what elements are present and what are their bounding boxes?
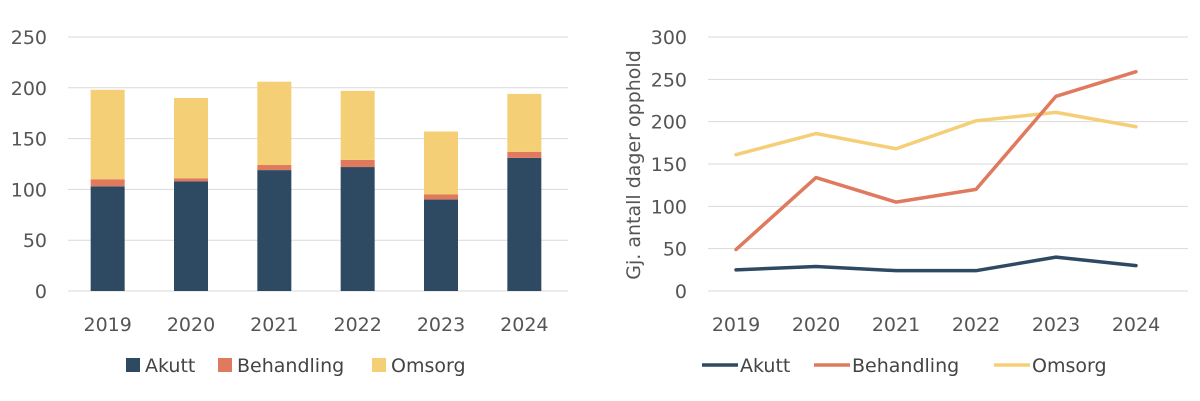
bar-segment-behandling xyxy=(340,159,375,168)
y-tick-label: 250 xyxy=(651,69,687,91)
y-tick-label: 50 xyxy=(23,230,47,252)
bar-segment-behandling xyxy=(257,165,292,171)
series-line-behandling xyxy=(734,69,1138,252)
x-tick-label: 2019 xyxy=(712,314,760,336)
legend-item-omsorg: Omsorg xyxy=(994,355,1107,377)
legend-swatch xyxy=(126,358,140,372)
x-tick-label: 2024 xyxy=(1112,314,1160,336)
y-tick-label: 200 xyxy=(651,112,687,134)
x-tick-label: 2021 xyxy=(872,314,920,336)
bar-segment-behandling xyxy=(507,151,542,158)
x-tick-label: 2020 xyxy=(167,314,215,336)
legend-label: Akutt xyxy=(740,355,790,377)
line-chart: Gj. antall dager opphold 0 50 100 150 200 250… xyxy=(623,27,1188,377)
y-tick-label: 0 xyxy=(35,281,47,303)
legend-item-behandling: Behandling xyxy=(218,355,344,377)
x-tick-label: 2023 xyxy=(1032,314,1080,336)
y-tick-label: 300 xyxy=(651,27,687,49)
legend-label: Akutt xyxy=(145,355,195,377)
legend-item-akutt: Akutt xyxy=(126,355,195,377)
bar-segment-behandling xyxy=(90,179,125,187)
bar-segment-behandling xyxy=(174,178,208,182)
bar-segment-akutt xyxy=(257,170,292,291)
legend-item-akutt: Akutt xyxy=(702,355,790,377)
y-tick-label: 150 xyxy=(651,154,687,176)
x-tick-label: 2024 xyxy=(500,314,548,336)
bar-segment-omsorg xyxy=(90,89,125,180)
bar-segment-akutt xyxy=(507,157,542,291)
bar-segment-omsorg xyxy=(257,81,292,166)
x-tick-label: 2021 xyxy=(250,314,298,336)
y-tick-label: 100 xyxy=(651,196,687,218)
y-tick-label: 150 xyxy=(11,129,47,151)
x-tick-label: 2020 xyxy=(792,314,840,336)
y-tick-label: 50 xyxy=(663,239,687,261)
x-tick-label: 2023 xyxy=(417,314,465,336)
y-axis-title: Gj. antall dager opphold xyxy=(623,50,645,280)
bar-segment-akutt xyxy=(174,181,208,291)
series-line-omsorg xyxy=(734,110,1138,157)
bar-segment-omsorg xyxy=(340,90,375,160)
x-tick-label: 2022 xyxy=(952,314,1000,336)
stacked-bar-chart: 0 50 100 150 200 250 2019 2020 2021 2022 2023 2024… xyxy=(11,27,568,377)
legend-swatch xyxy=(372,358,386,372)
x-tick-label: 2022 xyxy=(333,314,381,336)
y-tick-label: 100 xyxy=(11,179,47,201)
y-tick-label: 250 xyxy=(11,27,47,49)
legend-item-omsorg: Omsorg xyxy=(372,355,466,377)
bar-segment-akutt xyxy=(424,199,458,291)
legend-label: Behandling xyxy=(237,355,344,377)
bar-segment-behandling xyxy=(424,194,458,200)
x-tick-label: 2019 xyxy=(83,314,131,336)
legend-label: Omsorg xyxy=(391,355,466,377)
y-tick-label: 200 xyxy=(11,78,47,100)
y-tick-label: 0 xyxy=(675,281,687,303)
legend-item-behandling: Behandling xyxy=(814,355,959,377)
bar-segment-omsorg xyxy=(424,131,458,195)
bar-segment-omsorg xyxy=(174,97,208,179)
legend-label: Behandling xyxy=(852,355,959,377)
legend-label: Omsorg xyxy=(1032,355,1107,377)
series-line-akutt xyxy=(734,255,1138,273)
bar-segment-akutt xyxy=(90,186,125,291)
bar-segment-akutt xyxy=(340,167,375,291)
legend-swatch xyxy=(218,358,232,372)
bar-segment-omsorg xyxy=(507,93,542,152)
